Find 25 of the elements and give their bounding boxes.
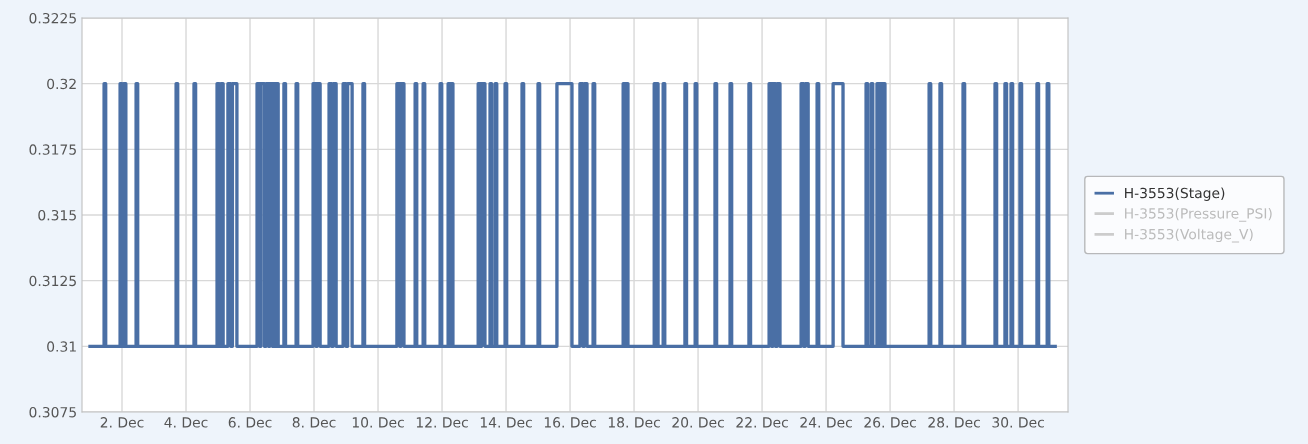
legend-label: H-3553(Voltage_V) [1125,228,1253,243]
y-tick-label: 0.3075 [29,406,76,418]
x-tick-label: 14. Dec [480,417,532,428]
y-tick-label: 0.315 [38,209,76,221]
x-tick-label: 30. Dec [992,417,1044,428]
x-tick-label: 26. Dec [864,417,916,428]
x-tick-label: 6. Dec [228,417,272,428]
x-tick-label: 16. Dec [544,417,596,428]
legend-label: H-3553(Stage) [1125,187,1225,201]
x-tick-label: 12. Dec [416,417,468,428]
x-tick-label: 22. Dec [736,417,788,428]
x-tick-label: 8. Dec [292,417,336,428]
y-tick-label: 0.3125 [29,275,76,287]
legend-label: H-3553(Pressure_PSI) [1125,207,1272,222]
x-tick-label: 28. Dec [928,417,980,428]
x-tick-label: 4. Dec [164,417,208,428]
x-tick-label: 20. Dec [672,417,724,428]
y-tick-label: 0.3175 [29,144,76,155]
y-tick-label: 0.31 [47,341,76,352]
y-tick-label: 0.3225 [29,12,76,24]
x-tick-label: 24. Dec [800,417,852,428]
x-tick-label: 2. Dec [100,417,144,428]
x-tick-label: 10. Dec [352,417,404,428]
x-tick-label: 18. Dec [608,417,660,428]
y-tick-label: 0.32 [47,78,76,90]
